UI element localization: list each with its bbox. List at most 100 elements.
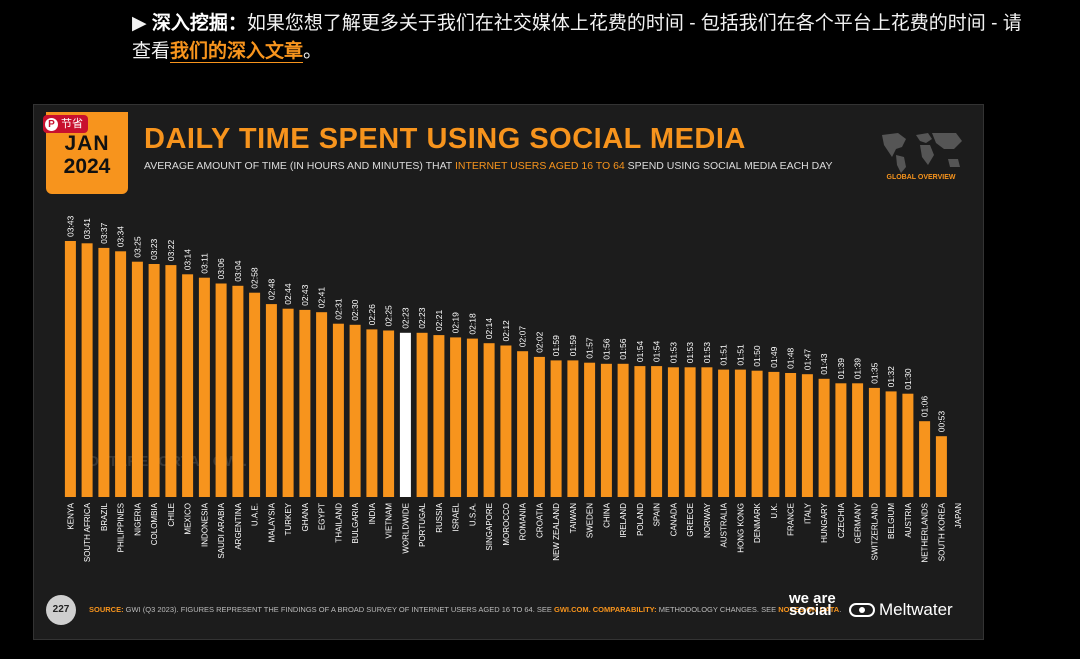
value-label: 01:53 — [702, 342, 712, 364]
value-label: 01:39 — [836, 358, 846, 380]
value-label: 03:04 — [233, 260, 243, 282]
bar-thailand — [332, 323, 344, 497]
value-label: 01:50 — [752, 345, 762, 367]
value-label: 02:23 — [400, 307, 410, 329]
intro-paragraph: ▶ 深入挖掘：如果您想了解更多关于我们在社交媒体上花费的时间 - 包括我们在各个… — [132, 10, 1032, 66]
bar-philippines — [115, 251, 127, 497]
bar-poland — [634, 366, 646, 497]
category-label: MEXICO — [184, 503, 193, 535]
bar-u-k- — [768, 371, 780, 497]
category-label: BELGIUM — [887, 503, 896, 539]
category-label: SOUTH KOREA — [937, 502, 946, 561]
category-label: HUNGARY — [820, 502, 829, 543]
bar-india — [366, 329, 378, 497]
category-label: HONG KONG — [736, 503, 745, 553]
bar-denmark — [751, 370, 763, 497]
bar-croatia — [533, 356, 545, 497]
value-label: 02:43 — [300, 284, 310, 306]
category-label: U.S.A. — [468, 503, 477, 526]
category-label: PHILIPPINES — [117, 503, 126, 552]
category-label: MALAYSIA — [267, 502, 276, 542]
play-arrow-icon: ▶ — [132, 13, 147, 34]
category-label: U.A.E. — [251, 503, 260, 526]
value-label: 01:53 — [685, 342, 695, 364]
category-label: SAUDI ARABIA — [217, 502, 226, 558]
bar-turkey — [282, 308, 294, 497]
value-label: 02:14 — [484, 318, 494, 340]
category-label: RUSSIA — [435, 502, 444, 532]
value-label: 01:51 — [735, 344, 745, 366]
value-label: 02:19 — [451, 312, 461, 334]
bar-new-zealand — [550, 360, 562, 497]
category-label: NETHERLANDS — [921, 503, 930, 563]
category-label: CANADA — [669, 502, 678, 536]
meltwater-text: Meltwater — [879, 600, 953, 619]
bar-switzerland — [868, 387, 880, 497]
category-label: DENMARK — [753, 502, 762, 543]
notes-on-data-link[interactable]: NOTES ON DATA — [778, 605, 840, 614]
value-label: 01:57 — [585, 337, 595, 359]
category-label: BULGARIA — [351, 502, 360, 543]
subtitle-highlight: INTERNET USERS AGED 16 TO 64 — [454, 160, 625, 172]
subtitle-post: SPEND USING SOCIAL MEDIA EACH DAY — [624, 160, 833, 172]
bar-vietnam — [383, 330, 395, 497]
footer-comp: METHODOLOGY CHANGES. SEE — [656, 605, 779, 614]
value-label: 01:54 — [635, 341, 645, 363]
value-label: 01:59 — [551, 335, 561, 357]
bar-israel — [450, 337, 462, 497]
category-label: POLAND — [636, 503, 645, 536]
value-label: 01:47 — [802, 349, 812, 371]
category-label: SOUTH AFRICA — [83, 502, 92, 562]
bar-brazil — [98, 247, 110, 497]
category-label: GHANA — [301, 502, 310, 531]
category-label: TAIWAN — [569, 503, 578, 533]
bar-france — [785, 373, 797, 497]
bar-norway — [701, 367, 713, 497]
value-label: 02:31 — [333, 298, 343, 320]
category-label: NORWAY — [703, 502, 712, 538]
bar-australia — [718, 369, 730, 497]
value-label: 02:18 — [467, 313, 477, 335]
bar-nigeria — [131, 261, 143, 497]
category-label: BRAZIL — [100, 502, 109, 531]
bar-romania — [517, 351, 529, 497]
pinterest-save-button[interactable]: P 节省 — [43, 115, 88, 133]
value-label: 01:06 — [920, 396, 930, 418]
value-label: 01:48 — [786, 347, 796, 369]
page-number: 227 — [46, 595, 76, 625]
category-label: CHILE — [167, 503, 176, 527]
bar-singapore — [483, 343, 495, 497]
badge-month: JAN — [64, 132, 110, 155]
bar-chile — [165, 265, 177, 497]
bar-south-africa — [81, 243, 93, 497]
footer-end: . — [839, 605, 842, 614]
bar-malaysia — [265, 304, 277, 497]
gwi-link[interactable]: GWI.COM — [554, 605, 589, 614]
footer-source-label: SOURCE: — [89, 605, 124, 614]
bar-ghana — [299, 309, 311, 497]
category-label: ISRAEL — [452, 502, 461, 531]
bar-ireland — [617, 363, 629, 497]
chart-title: DAILY TIME SPENT USING SOCIAL MEDIA — [144, 123, 746, 155]
value-label: 03:37 — [99, 222, 109, 244]
value-label: 03:23 — [149, 238, 159, 260]
category-label: AUSTRALIA — [720, 502, 729, 547]
category-label: WORLDWIDE — [401, 503, 410, 554]
intro-text: 如果您想了解更多关于我们在社交媒体上花费的时间 - 包括我们在各个平台上花费的时… — [132, 13, 1022, 62]
meltwater-icon — [849, 603, 875, 617]
bar-belgium — [885, 391, 897, 497]
value-label: 01:56 — [601, 338, 611, 360]
bar-egypt — [316, 312, 328, 497]
value-label: 03:11 — [199, 253, 209, 274]
value-label: 03:41 — [82, 218, 92, 240]
category-label: INDIA — [368, 502, 377, 524]
bar-argentina — [232, 285, 244, 497]
badge-year: 2024 — [63, 155, 111, 178]
bar-netherlands — [919, 421, 931, 497]
bar-worldwide — [399, 332, 411, 497]
value-label: 02:23 — [417, 307, 427, 329]
deep-dive-article-link[interactable]: 我们的深入文章 — [170, 41, 304, 63]
bar-greece — [684, 367, 696, 497]
value-label: 02:12 — [501, 320, 511, 342]
